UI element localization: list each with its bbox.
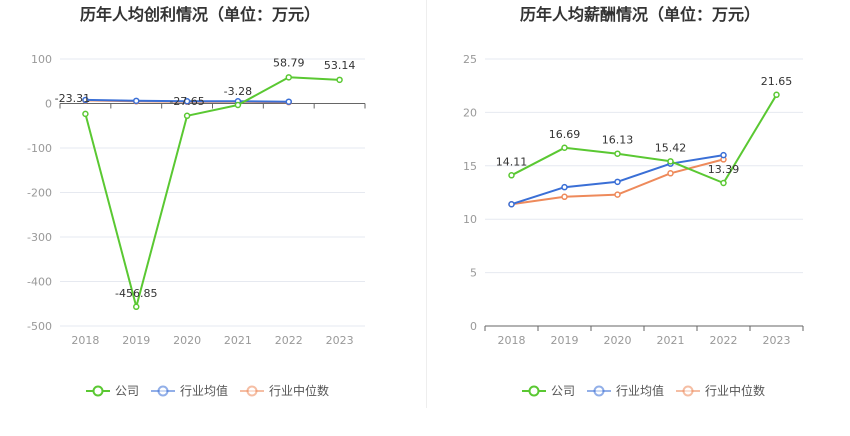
data-point-company [133,303,140,311]
x-tick-label: 2021 [224,334,252,347]
x-tick-label: 2023 [326,334,354,347]
data-point-industry_avg [508,200,515,208]
y-tick-label: 0 [45,98,52,111]
legend-marker-icon [528,385,540,397]
x-tick-label: 2018 [498,334,526,347]
data-point-company [285,74,292,81]
x-tick-label: 2019 [122,334,150,347]
data-point-industry_avg [720,151,727,159]
data-label: 53.14 [324,59,356,72]
data-label: -3.28 [224,85,252,98]
data-label: 16.13 [602,134,634,147]
y-tick-label: 5 [470,267,477,280]
legend-label: 公司 [551,384,575,398]
data-point-company [336,76,343,84]
data-point-industry_avg [133,97,140,105]
data-point-company [82,110,89,118]
data-point-industry_avg [614,178,621,186]
x-tick-label: 2022 [275,334,303,347]
legend-item-industry_median[interactable]: 行业中位数 [240,383,329,398]
y-tick-label: -100 [27,142,52,155]
legend-marker-icon [246,385,258,397]
data-label: 13.39 [708,163,740,176]
legend-label: 行业均值 [616,383,664,398]
data-label: 58.79 [273,56,305,69]
legend-marker-icon [157,385,169,397]
y-tick-label: 15 [463,160,477,173]
data-point-company [508,172,515,179]
y-tick-label: 20 [463,106,477,119]
data-point-industry_avg [561,183,568,191]
data-label: 15.42 [655,141,687,154]
legend-marker-icon [682,385,694,397]
data-point-industry_median [561,193,568,201]
x-tick-label: 2020 [173,334,201,347]
panel-divider [426,0,427,408]
chart-title: 历年人均薪酬情况（单位：万元） [520,5,760,24]
legend-label: 行业中位数 [705,383,765,398]
y-tick-label: 25 [463,53,477,66]
chart-title: 历年人均创利情况（单位：万元） [80,5,320,24]
y-tick-label: -500 [27,320,52,333]
legend-item-industry_median[interactable]: 行业中位数 [676,383,765,398]
data-point-industry_median [614,191,621,198]
x-tick-label: 2018 [71,334,99,347]
data-point-company [561,144,568,152]
x-tick-label: 2020 [604,334,632,347]
legend-item-company[interactable]: 公司 [86,384,139,398]
y-tick-label: -200 [27,187,52,200]
legend-label: 行业均值 [180,383,228,398]
legend-marker-icon [593,385,605,397]
data-point-industry_avg [82,96,89,104]
x-tick-label: 2019 [551,334,579,347]
x-tick-label: 2023 [763,334,791,347]
data-point-industry_avg [285,98,292,105]
y-tick-label: 10 [463,213,477,226]
legend-marker-icon [92,385,104,397]
data-point-company [234,101,242,109]
data-label: 21.65 [761,75,793,88]
data-label: 16.69 [549,128,581,141]
data-point-company [720,179,727,187]
y-tick-label: 100 [31,53,52,66]
data-point-company [773,91,780,99]
legend-item-industry_avg[interactable]: 行业均值 [587,383,664,398]
legend-item-industry_avg[interactable]: 行业均值 [151,383,228,398]
data-point-company [667,158,674,165]
legend-item-company[interactable]: 公司 [522,384,575,398]
series-line-company [84,76,340,308]
legend-label: 公司 [115,384,139,398]
data-label: 14.11 [496,155,528,168]
y-tick-label: -300 [27,231,52,244]
salary-per-capita-chart: 历年人均薪酬情况（单位：万元） 25 20 15 10 5 0 2018 2019 2020 20… [463,5,804,398]
legend-label: 行业中位数 [269,383,329,398]
x-tick-label: 2022 [710,334,738,347]
y-tick-label: 0 [470,320,477,333]
series-line-company [511,94,778,184]
data-point-industry_avg [183,98,191,105]
y-tick-label: -400 [27,276,52,289]
profit-per-capita-chart: 历年人均创利情况（单位：万元） 100 0 -100 -200 -300 -400 -500… [27,5,366,398]
data-label: -27.65 [169,95,204,108]
data-point-industry_median [667,170,674,177]
data-label: -23.31 [55,92,90,105]
data-label: -456.85 [115,287,157,300]
x-tick-label: 2021 [657,334,685,347]
data-point-company [183,112,191,120]
data-point-company [614,150,621,157]
